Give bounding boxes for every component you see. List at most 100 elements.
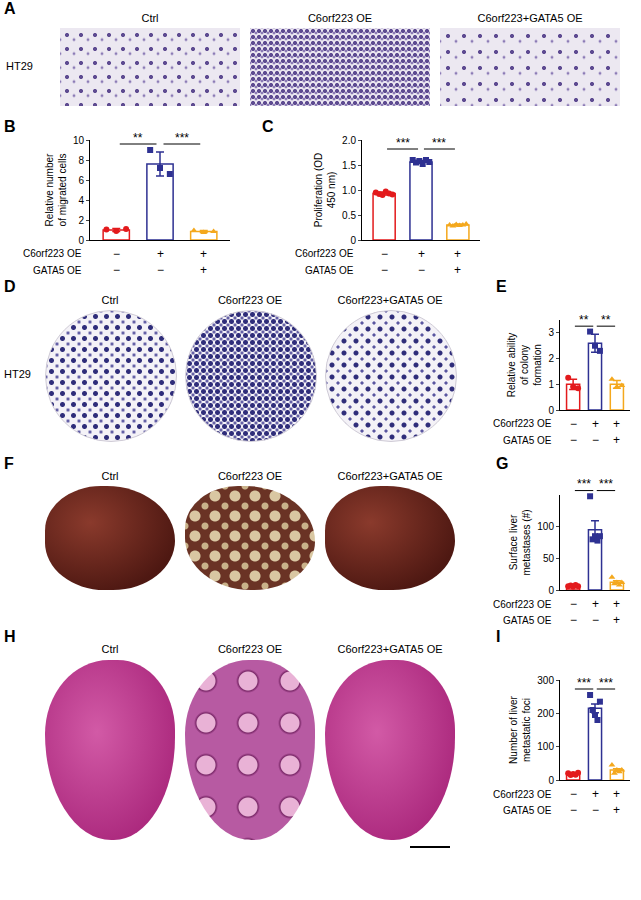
svg-text:Relative numberof migrated cel: Relative numberof migrated cells <box>44 153 68 226</box>
svg-text:−: − <box>570 433 577 447</box>
svg-text:−: − <box>418 263 425 277</box>
svg-text:+: + <box>613 803 620 817</box>
svg-text:0: 0 <box>548 585 554 596</box>
svg-text:+: + <box>592 597 599 611</box>
svg-text:4: 4 <box>78 195 84 206</box>
svg-text:Number of livermetastatic foci: Number of livermetastatic foci <box>508 695 532 763</box>
svg-text:100: 100 <box>537 741 554 752</box>
svg-text:***: *** <box>432 136 446 150</box>
svg-text:−: − <box>570 787 577 801</box>
svg-text:0: 0 <box>548 405 554 416</box>
html-text:C6orf223+GATA5 OE: C6orf223+GATA5 OE <box>337 294 443 306</box>
svg-text:+: + <box>613 597 620 611</box>
html-text:C6orf223 OE: C6orf223 OE <box>217 294 283 306</box>
svg-text:−: − <box>157 263 164 277</box>
html-text:C6orf223 OE: C6orf223 OE <box>307 12 373 24</box>
svg-text:***: *** <box>599 477 613 491</box>
svg-text:**: ** <box>133 131 143 145</box>
html-text:C6orf223+GATA5 OE: C6orf223+GATA5 OE <box>337 643 443 655</box>
svg-text:C6orf223 OE: C6orf223 OE <box>493 418 552 429</box>
svg-text:1: 1 <box>548 379 554 390</box>
svg-text:+: + <box>200 247 207 261</box>
svg-text:Relative abilityof colonyforma: Relative abilityof colonyformation <box>506 333 543 397</box>
svg-text:−: − <box>592 433 599 447</box>
html-text:C6orf223 OE: C6orf223 OE <box>217 470 283 482</box>
svg-text:GATA5 OE: GATA5 OE <box>503 435 552 446</box>
svg-text:0.5: 0.5 <box>342 210 356 221</box>
html-text:E: E <box>496 278 507 295</box>
html-text:A: A <box>4 0 16 17</box>
svg-text:2: 2 <box>78 215 84 226</box>
svg-text:2.0: 2.0 <box>342 135 356 146</box>
html-text:C6orf223+GATA5 OE: C6orf223+GATA5 OE <box>337 470 443 482</box>
svg-text:−: − <box>570 597 577 611</box>
svg-text:1.0: 1.0 <box>342 185 356 196</box>
html-text:D: D <box>4 278 16 295</box>
svg-text:C6orf223 OE: C6orf223 OE <box>493 599 552 610</box>
svg-text:−: − <box>381 247 388 261</box>
svg-text:C6orf223 OE: C6orf223 OE <box>23 248 82 259</box>
svg-text:+: + <box>592 787 599 801</box>
svg-text:−: − <box>592 613 599 627</box>
html-text:C: C <box>262 118 274 135</box>
svg-text:+: + <box>418 247 425 261</box>
svg-text:3: 3 <box>548 327 554 338</box>
svg-text:Surface livermetastases (#): Surface livermetastases (#) <box>508 509 532 575</box>
svg-text:+: + <box>454 247 461 261</box>
svg-text:100: 100 <box>537 521 554 532</box>
html-text:B: B <box>4 118 16 135</box>
svg-text:+: + <box>592 417 599 431</box>
svg-text:C6orf223 OE: C6orf223 OE <box>295 248 354 259</box>
svg-text:10: 10 <box>73 135 85 146</box>
svg-text:300: 300 <box>537 675 554 686</box>
html-text:C6orf223 OE: C6orf223 OE <box>217 643 283 655</box>
svg-text:200: 200 <box>537 708 554 719</box>
html-text:I: I <box>496 628 501 645</box>
html-text:HT29: HT29 <box>4 368 31 380</box>
svg-text:−: − <box>113 247 120 261</box>
svg-text:+: + <box>454 263 461 277</box>
svg-text:GATA5 OE: GATA5 OE <box>503 805 552 816</box>
svg-text:GATA5 OE: GATA5 OE <box>305 265 354 276</box>
svg-text:0: 0 <box>548 775 554 786</box>
svg-text:+: + <box>157 247 164 261</box>
html-text:Ctrl: Ctrl <box>141 12 159 24</box>
svg-text:−: − <box>113 263 120 277</box>
html-text:Ctrl: Ctrl <box>101 643 119 655</box>
html-text:G: G <box>496 455 509 472</box>
svg-text:***: *** <box>599 676 613 690</box>
html-text:C6orf223+GATA5 OE: C6orf223+GATA5 OE <box>477 12 583 24</box>
svg-text:Proliferation (OD450 nm): Proliferation (OD450 nm) <box>313 153 337 227</box>
svg-text:GATA5 OE: GATA5 OE <box>503 615 552 626</box>
svg-text:6: 6 <box>78 175 84 186</box>
svg-text:C6orf223 OE: C6orf223 OE <box>493 789 552 800</box>
svg-text:**: ** <box>601 313 611 327</box>
svg-text:+: + <box>613 433 620 447</box>
svg-text:−: − <box>570 803 577 817</box>
svg-text:50: 50 <box>543 553 555 564</box>
html-text:HT29: HT29 <box>6 60 33 72</box>
svg-text:***: *** <box>577 676 591 690</box>
svg-text:8: 8 <box>78 155 84 166</box>
html-text:Ctrl: Ctrl <box>101 294 119 306</box>
svg-text:−: − <box>592 803 599 817</box>
svg-text:0: 0 <box>350 235 356 246</box>
svg-text:1.5: 1.5 <box>342 160 356 171</box>
svg-text:GATA5 OE: GATA5 OE <box>33 265 82 276</box>
svg-text:+: + <box>200 263 207 277</box>
svg-text:+: + <box>613 613 620 627</box>
svg-text:+: + <box>613 417 620 431</box>
svg-text:***: *** <box>175 131 189 145</box>
svg-text:***: *** <box>577 477 591 491</box>
svg-text:−: − <box>381 263 388 277</box>
svg-text:**: ** <box>579 313 589 327</box>
svg-text:+: + <box>613 787 620 801</box>
svg-text:−: − <box>570 613 577 627</box>
html-text:F: F <box>4 455 14 472</box>
svg-text:2: 2 <box>548 353 554 364</box>
html-text:Ctrl: Ctrl <box>101 470 119 482</box>
svg-text:0: 0 <box>78 235 84 246</box>
svg-text:−: − <box>570 417 577 431</box>
svg-text:***: *** <box>396 136 410 150</box>
html-text:H: H <box>4 628 16 645</box>
